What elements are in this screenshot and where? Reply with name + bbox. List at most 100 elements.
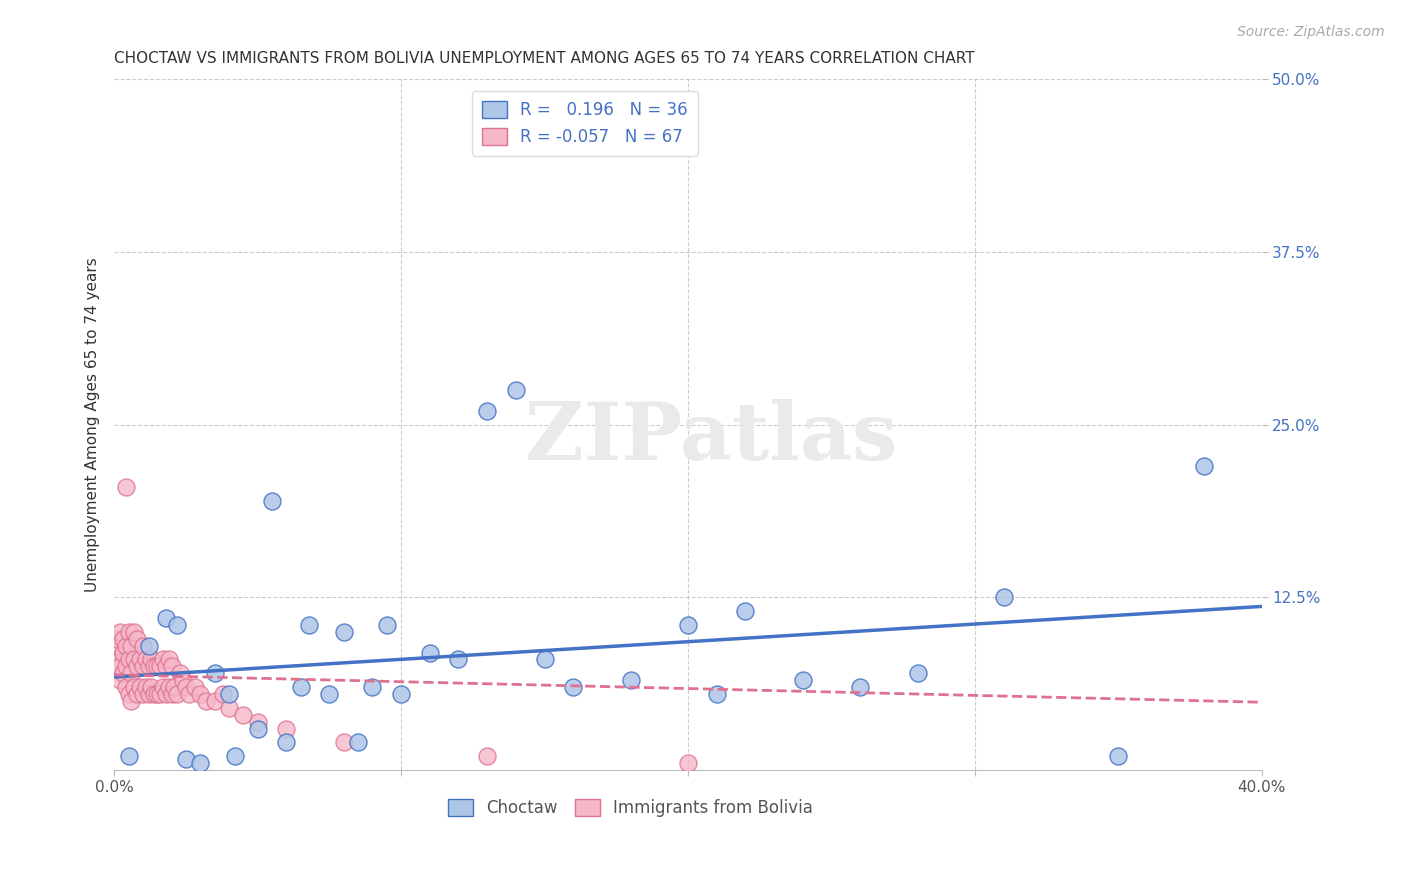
Point [111, 646, 134, 660]
Point [361, 680, 384, 694]
Point [127, 687, 149, 701]
Point [111, 666, 134, 681]
Point [105, 639, 128, 653]
Point [155, 659, 177, 673]
Point [141, 680, 163, 694]
Point [195, 694, 218, 708]
Point [505, 383, 527, 397]
Point [172, 673, 194, 688]
Point [188, 687, 211, 701]
Text: CHOCTAW VS IMMIGRANTS FROM BOLIVIA UNEMPLOYMENT AMONG AGES 65 TO 74 YEARS CORREL: CHOCTAW VS IMMIGRANTS FROM BOLIVIA UNEMP… [114, 51, 974, 66]
Point [447, 652, 470, 666]
Point [108, 673, 131, 688]
Point [318, 687, 340, 701]
Point [117, 652, 139, 666]
Point [160, 659, 183, 673]
Point [117, 687, 139, 701]
Point [276, 722, 298, 736]
Point [138, 659, 160, 673]
Point [375, 618, 398, 632]
Point [105, 632, 128, 646]
Point [224, 749, 246, 764]
Point [1194, 459, 1216, 474]
Point [169, 666, 191, 681]
Legend: Choctaw, Immigrants from Bolivia: Choctaw, Immigrants from Bolivia [441, 792, 820, 824]
Point [419, 646, 441, 660]
Point [146, 687, 169, 701]
Point [120, 666, 142, 681]
Point [114, 680, 136, 694]
Point [135, 652, 157, 666]
Point [155, 687, 177, 701]
Point [143, 659, 166, 673]
Point [332, 735, 354, 749]
Point [204, 666, 226, 681]
Point [127, 659, 149, 673]
Point [138, 687, 160, 701]
Point [132, 687, 155, 701]
Point [160, 687, 183, 701]
Point [174, 680, 197, 694]
Text: Source: ZipAtlas.com: Source: ZipAtlas.com [1237, 25, 1385, 39]
Point [157, 652, 180, 666]
Point [475, 749, 498, 764]
Point [117, 624, 139, 639]
Point [114, 480, 136, 494]
Point [676, 618, 699, 632]
Point [149, 659, 172, 673]
Point [122, 652, 145, 666]
Point [212, 687, 235, 701]
Point [849, 680, 872, 694]
Point [188, 756, 211, 770]
Point [734, 604, 756, 618]
Point [232, 707, 254, 722]
Point [347, 735, 370, 749]
Point [152, 652, 174, 666]
Point [204, 694, 226, 708]
Point [475, 404, 498, 418]
Point [114, 659, 136, 673]
Point [907, 666, 929, 681]
Point [706, 687, 728, 701]
Point [246, 714, 269, 729]
Point [290, 680, 312, 694]
Point [218, 701, 240, 715]
Point [1107, 749, 1129, 764]
Point [135, 680, 157, 694]
Point [129, 680, 152, 694]
Point [122, 680, 145, 694]
Point [117, 749, 139, 764]
Point [122, 624, 145, 639]
Point [166, 618, 188, 632]
Point [108, 659, 131, 673]
Point [114, 639, 136, 653]
Point [141, 652, 163, 666]
Point [174, 752, 197, 766]
Point [218, 687, 240, 701]
Point [163, 680, 186, 694]
Point [260, 493, 283, 508]
Text: ZIPatlas: ZIPatlas [524, 400, 897, 477]
Point [108, 624, 131, 639]
Point [120, 639, 142, 653]
Point [246, 722, 269, 736]
Point [132, 659, 155, 673]
Point [183, 680, 205, 694]
Point [132, 639, 155, 653]
Point [105, 652, 128, 666]
Point [155, 611, 177, 625]
Point [146, 659, 169, 673]
Point [276, 735, 298, 749]
Point [298, 618, 321, 632]
Point [676, 756, 699, 770]
Point [111, 632, 134, 646]
Point [166, 687, 188, 701]
Point [127, 632, 149, 646]
Point [157, 680, 180, 694]
Point [152, 680, 174, 694]
Y-axis label: Unemployment Among Ages 65 to 74 years: Unemployment Among Ages 65 to 74 years [86, 257, 100, 592]
Point [620, 673, 643, 688]
Point [389, 687, 412, 701]
Point [533, 652, 555, 666]
Point [129, 652, 152, 666]
